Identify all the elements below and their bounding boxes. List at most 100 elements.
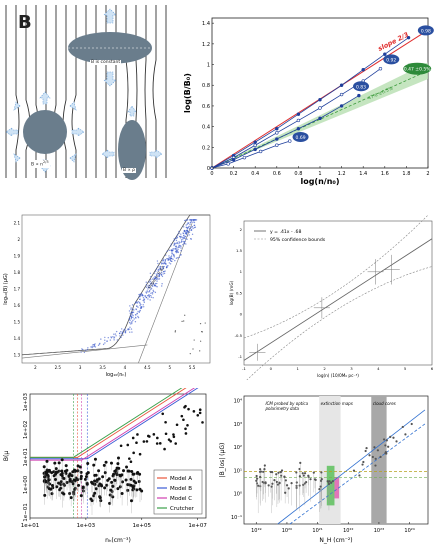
y-axis-label: log(B) (mG) [229,280,234,305]
data-point [106,340,108,342]
x-tick-label: 10²⁴ [404,528,414,534]
outlier-point [181,320,183,322]
y-axis-label: B(μ [3,451,10,461]
y-tick-label: 1e+02 [23,421,29,440]
x-tick-label: 2 [323,366,326,371]
data-point [181,236,183,239]
confidence-band [212,62,428,168]
data-point [132,451,135,455]
data-point [119,335,121,337]
data-point [168,262,171,264]
data-point [174,259,176,262]
data-point [106,478,110,482]
data-point [170,255,173,257]
series-point-0 [253,140,257,144]
data-point [178,243,180,245]
data-point [129,331,131,333]
data-point [163,261,166,264]
data-point [184,240,186,243]
data-point [132,316,134,318]
data-point [385,439,388,442]
data-point [129,477,133,481]
data-point [139,294,142,297]
data-point [85,482,89,486]
data-point [162,265,165,268]
data-point [47,478,51,482]
data-point [131,436,135,440]
data-point [155,273,158,275]
data-point [104,342,106,344]
data-point [69,496,73,500]
data-point [145,292,148,294]
data-point [176,242,179,245]
value-oval-label: 0.83 [356,84,366,90]
data-point [158,275,161,278]
data-point [193,219,195,221]
data-point [140,293,143,295]
x-tick-label: 3 [350,366,353,371]
data-point [136,302,139,304]
data-point [98,482,102,486]
data-point [131,314,133,316]
region-label-icm: ICM probed by optica [265,401,308,406]
data-point [131,304,134,306]
data-point [92,344,94,346]
data-point [195,219,198,221]
data-point [173,243,176,246]
region-label-cores: cloud cores [373,401,396,406]
data-point [160,262,163,264]
data-point [162,260,164,262]
data-point [109,488,113,492]
data-point [182,226,185,228]
data-point [184,432,188,435]
series-point-1 [318,106,322,110]
data-point [180,240,183,243]
data-point [147,286,150,289]
y-tick-label: 1.8 [14,270,21,275]
data-point [79,470,83,474]
y-tick-label: 2 [17,237,20,242]
legend-label: Model A [170,476,192,482]
data-point [295,486,298,489]
y-tick-label: 1.5 [14,319,21,324]
data-point [92,494,96,498]
data-point [130,470,134,474]
data-point [104,336,106,339]
data-point [141,295,143,297]
data-point [194,219,197,221]
data-point [183,242,186,245]
field-symbol-label: B [18,12,32,33]
y-tick-label: 1.4 [14,336,21,341]
data-point [97,469,101,473]
data-point [371,455,374,459]
data-point [255,474,258,478]
data-point [130,316,133,318]
data-point [156,277,159,279]
data-point [136,313,138,315]
outlier-point [199,323,202,325]
data-point [145,286,148,288]
data-point [89,497,93,501]
data-point [121,328,123,330]
spherical-cloud [23,110,67,154]
data-point [154,275,156,278]
data-point [72,478,76,482]
data-point [42,479,46,483]
data-point [177,234,179,236]
label-b-constant: B is constant [90,60,122,65]
data-point [186,219,189,221]
data-point [188,228,191,230]
value-oval-label: 0.98 [421,28,431,34]
data-point [180,239,183,241]
data-point [146,294,149,297]
data-point [133,318,135,320]
x-tick-label: 1.4 [359,171,367,177]
data-point [93,345,96,347]
data-point [392,436,395,439]
data-point [196,413,200,417]
data-point [305,481,308,484]
data-point [180,249,182,252]
data-point [54,472,58,476]
field-lines-diagram [5,5,167,180]
data-point [148,289,151,292]
